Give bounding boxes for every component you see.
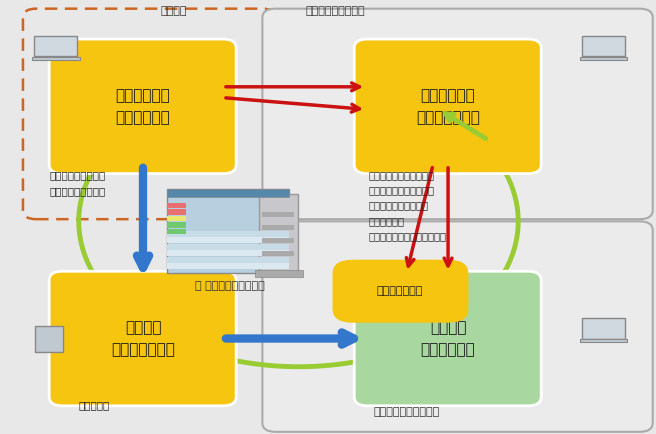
Text: 介護サービス
計画ケアプラン: 介護サービス 計画ケアプラン [416, 88, 480, 125]
FancyBboxPatch shape [262, 238, 294, 243]
Text: モニタリング表: モニタリング表 [377, 286, 423, 296]
FancyBboxPatch shape [167, 231, 289, 237]
FancyBboxPatch shape [262, 9, 653, 219]
Text: ・サービス計画書（１）
・サービス計画書（２）
・週間サービス計画表
・日課計画表
・サービス担当者会議の要点: ・サービス計画書（１） ・サービス計画書（２） ・週間サービス計画表 ・日課計画… [369, 170, 447, 241]
FancyBboxPatch shape [167, 209, 186, 215]
FancyBboxPatch shape [262, 225, 294, 230]
FancyBboxPatch shape [167, 237, 289, 243]
Text: ・記録入力: ・記録入力 [79, 400, 110, 410]
FancyBboxPatch shape [167, 229, 186, 234]
FancyBboxPatch shape [167, 250, 289, 256]
FancyBboxPatch shape [333, 260, 468, 322]
FancyBboxPatch shape [167, 216, 186, 221]
FancyBboxPatch shape [259, 194, 298, 274]
FancyBboxPatch shape [167, 189, 289, 197]
FancyBboxPatch shape [32, 57, 79, 60]
Text: 介護情報
管理システム: 介護情報 管理システム [420, 320, 476, 357]
FancyBboxPatch shape [167, 257, 289, 263]
Text: 介護情報
総合記録シート: 介護情報 総合記録シート [111, 320, 175, 357]
FancyBboxPatch shape [167, 203, 186, 208]
FancyBboxPatch shape [255, 270, 303, 277]
FancyBboxPatch shape [167, 244, 289, 250]
FancyBboxPatch shape [262, 251, 294, 256]
FancyBboxPatch shape [580, 57, 627, 60]
FancyBboxPatch shape [167, 263, 289, 269]
FancyBboxPatch shape [354, 271, 541, 406]
FancyBboxPatch shape [49, 271, 236, 406]
FancyBboxPatch shape [34, 36, 77, 56]
FancyBboxPatch shape [580, 339, 627, 342]
Text: ・アセスメント入力
・アセスメント照会: ・アセスメント入力 ・アセスメント照会 [49, 170, 106, 196]
FancyBboxPatch shape [35, 326, 63, 352]
FancyBboxPatch shape [49, 39, 236, 174]
FancyBboxPatch shape [262, 221, 653, 432]
Text: 対応予定: 対応予定 [161, 7, 187, 16]
FancyBboxPatch shape [582, 319, 625, 339]
Text: トータルケア
アセスメント: トータルケア アセスメント [115, 88, 171, 125]
FancyBboxPatch shape [582, 36, 625, 56]
FancyBboxPatch shape [167, 189, 289, 273]
Text: ケアプランシステム: ケアプランシステム [305, 7, 365, 16]
FancyBboxPatch shape [262, 212, 294, 217]
Text: 絆 高齢者介護システム: 絆 高齢者介護システム [195, 281, 264, 291]
Text: 介護情報管理システム: 介護情報管理システム [374, 407, 440, 417]
FancyBboxPatch shape [354, 39, 541, 174]
FancyBboxPatch shape [167, 222, 186, 228]
